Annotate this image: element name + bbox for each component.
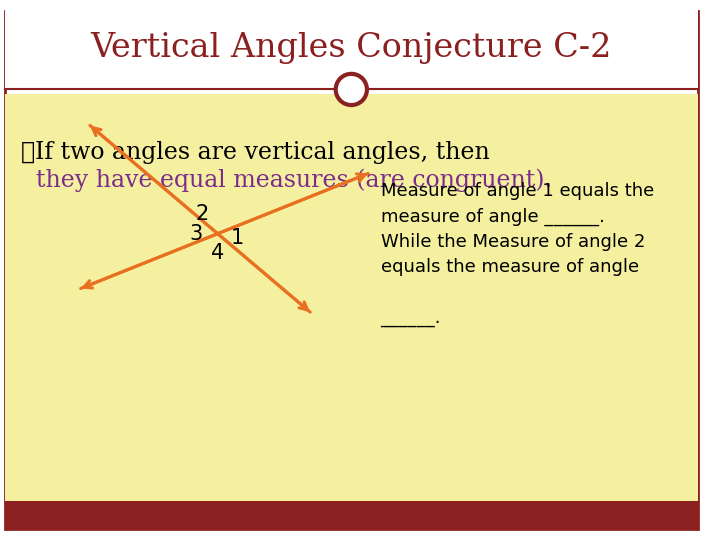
Circle shape [336, 74, 367, 105]
Text: ❖If two angles are vertical angles, then: ❖If two angles are vertical angles, then [22, 141, 490, 164]
Text: While the Measure of angle 2: While the Measure of angle 2 [381, 233, 645, 251]
Bar [5, 501, 698, 529]
Text: 2: 2 [195, 204, 209, 224]
Text: equals the measure of angle: equals the measure of angle [381, 258, 639, 276]
Text: measure of angle ______.: measure of angle ______. [381, 207, 605, 226]
Text: 3: 3 [189, 224, 203, 244]
Bar [5, 94, 698, 529]
Text: Measure of angle 1 equals the: Measure of angle 1 equals the [381, 182, 654, 200]
Bar [5, 6, 698, 90]
Text: Vertical Angles Conjecture C-2: Vertical Angles Conjecture C-2 [91, 32, 612, 64]
Text: ______.: ______. [381, 309, 441, 327]
Text: 1: 1 [230, 227, 244, 247]
Text: they have equal measures (are congruent).: they have equal measures (are congruent)… [22, 168, 552, 192]
Text: 4: 4 [211, 243, 225, 263]
